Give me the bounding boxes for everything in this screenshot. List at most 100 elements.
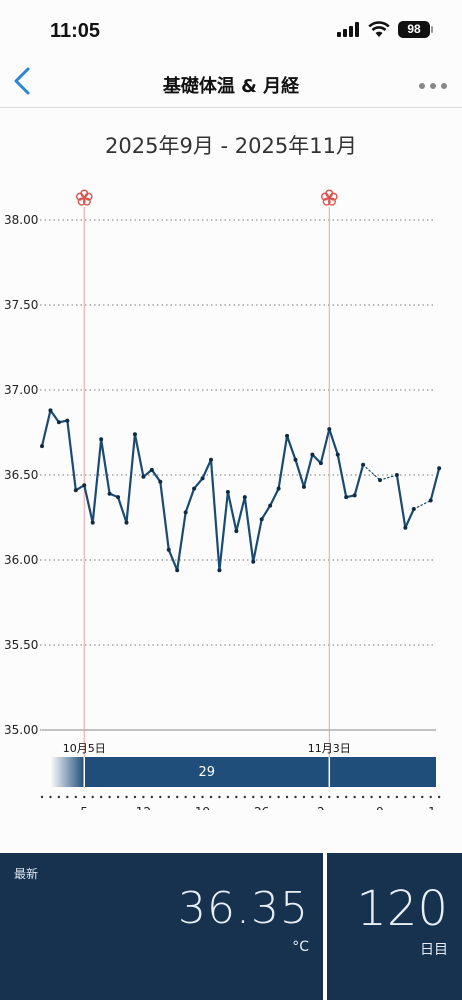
data-point [234,529,239,534]
battery-tip [431,26,433,33]
data-point [411,507,416,511]
cycle-length-label: 29 [199,765,216,780]
data-point [335,452,340,457]
data-point [107,491,112,496]
data-line-segment [336,453,348,499]
data-point [209,457,213,462]
day-dot [243,795,246,799]
data-point [428,498,433,503]
data-point [40,444,44,449]
x-tick-label: 26 [254,805,269,810]
data-line-segment [167,548,179,572]
page-title: 基礎体温 & 月経 [162,76,300,97]
ellipsis-icon[interactable] [416,66,450,96]
data-point [437,466,442,471]
date-range-label: 2025年9月 - 2025年11月 [105,134,357,158]
day-dot [133,795,137,799]
status-time: 11:05 [50,20,101,42]
data-point [352,493,357,498]
data-point [318,461,323,466]
data-point [251,559,256,564]
data-point [276,486,281,491]
data-line-segment [133,433,145,478]
day-dot [370,795,373,799]
y-tick-label: 38.00 [4,213,38,227]
day-dot [285,795,289,799]
day-dot [429,795,432,799]
day-dot [319,795,323,799]
chevron-left-icon[interactable] [8,64,38,98]
data-point [394,473,399,477]
day-dot [260,795,263,799]
data-line-segment [243,496,255,563]
data-line-segment [269,487,280,507]
data-line-segment [226,490,238,533]
y-tick-label: 35.00 [4,723,38,737]
latest-unit: °C [292,939,309,955]
cycle-day-unit: 日目 [420,942,448,958]
day-dot [57,795,61,799]
day-dot [395,795,399,799]
data-line-segment [116,496,128,524]
data-gap-segment [413,499,432,510]
data-point [310,452,315,457]
day-dot [421,795,424,799]
data-line-segment [176,511,187,572]
data-point [225,490,230,494]
data-line-segment [91,438,103,524]
day-dot [142,795,145,799]
data-line-segment [100,438,111,495]
data-point [403,525,408,530]
day-dot [83,795,86,799]
day-dot [49,795,52,799]
data-line-segment [277,434,289,490]
cellular-signal-icon [337,22,361,37]
data-line-segment [201,458,213,480]
data-line-segment [209,458,221,572]
data-line-segment [252,518,263,563]
x-tick-label: 5 [80,805,88,810]
y-tick-label: 36.50 [4,468,38,482]
data-gap-segment [362,464,381,481]
data-point [217,568,222,573]
y-tick-label: 35.50 [4,638,38,652]
data-line-segment [302,453,314,488]
day-dot [40,795,44,799]
day-dot [353,795,356,799]
day-dot [404,795,407,799]
data-point [361,462,366,467]
x-tick-label: 9 [376,805,384,810]
data-line-segment [218,490,229,572]
data-line-segment [395,473,407,529]
temperature-chart[interactable]: 38.00 37.50 37.00 36.50 36.00 35.50 35.00 10月5日… [0,180,462,810]
data-line-segment [184,487,196,514]
cycle-bar-previous [50,757,85,787]
data-line-segment [328,428,339,456]
day-dot [167,795,170,799]
y-tick-label: 37.00 [4,383,38,397]
data-line-segment [404,507,415,529]
day-dot [108,795,111,799]
data-point [301,484,306,489]
data-point [158,479,163,484]
data-line-segment [193,477,204,490]
day-dot [311,795,314,799]
y-tick-label: 36.00 [4,553,38,567]
data-line-segment [285,434,297,461]
day-dot [277,795,280,799]
data-line-segment [235,496,246,533]
status-bar: 11:05 98 [0,0,462,58]
day-dot [184,795,187,799]
day-dot [176,795,179,799]
day-dot [378,795,382,799]
day-dot [412,795,415,799]
data-line-segment [353,463,365,497]
summary-panel: 最新 36.35 °C 120 日目 [0,853,462,1000]
day-dot [201,795,204,799]
data-line-segment [40,409,52,448]
day-dot [294,795,297,799]
day-dot [226,795,230,799]
x-tick-label: 12 [136,805,151,810]
data-point [200,476,205,481]
x-tick-label: 19 [195,805,210,810]
